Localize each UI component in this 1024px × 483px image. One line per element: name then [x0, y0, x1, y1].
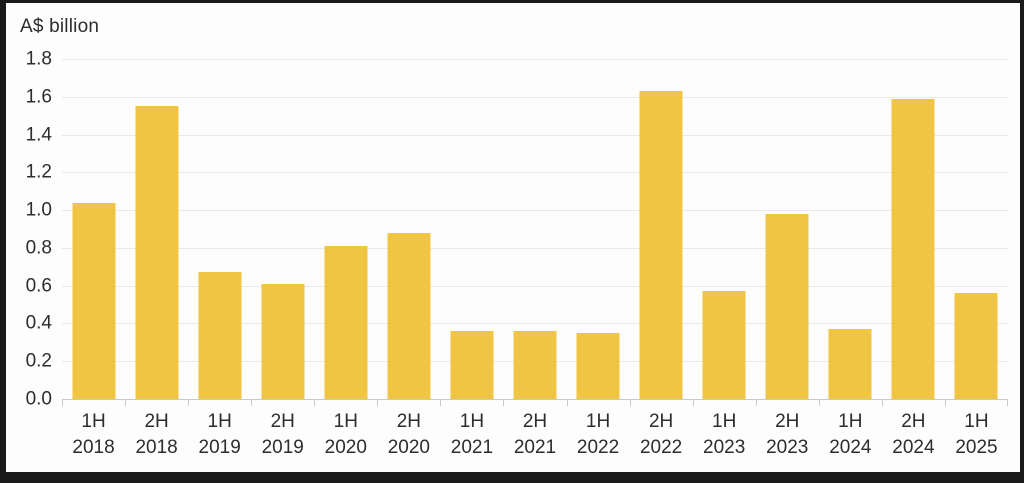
bar-slot	[314, 59, 377, 399]
bar-2h-2024	[891, 98, 935, 399]
x-tick-label-1h-2023: 1H 2023	[703, 411, 746, 458]
x-tick-label-1h-2020: 1H 2020	[324, 411, 367, 458]
bar-2h-2019	[261, 283, 305, 399]
x-axis-tick	[440, 400, 442, 406]
x-tick-label-1h-2025: 1H 2025	[955, 411, 998, 458]
bar-slot	[377, 59, 440, 399]
bar-slot	[188, 59, 251, 399]
bar-1h-2020	[324, 246, 368, 399]
x-tick-label-2h-2018: 2H 2018	[135, 411, 178, 458]
bar-slot	[62, 59, 125, 399]
bar-slot	[503, 59, 566, 399]
gridline-1.6	[62, 96, 1008, 98]
bar-slot	[251, 59, 314, 399]
x-tick-label-2h-2019: 2H 2019	[261, 411, 304, 458]
y-axis-labels: 0.0 0.2 0.4 0.6 0.8 1.0 1.2 1.4 1.6 1.8	[6, 50, 52, 409]
x-axis-tick	[503, 400, 505, 406]
gridline-1.2	[62, 172, 1008, 174]
bar-1h-2025	[954, 293, 998, 399]
x-axis-ticks	[62, 400, 1008, 406]
y-axis-unit-label: A$ billion	[20, 16, 100, 37]
gridline-1.0	[62, 210, 1008, 212]
bar-slot	[630, 59, 693, 399]
y-tick-label-1.4: 1.4	[25, 124, 52, 146]
bar-1h-2019	[198, 272, 242, 399]
gridline-0.8	[62, 247, 1008, 249]
y-tick-label-0.6: 0.6	[25, 275, 52, 297]
bar-slot	[567, 59, 630, 399]
y-tick-label-1.8: 1.8	[25, 48, 52, 70]
y-tick-label-0.0: 0.0	[25, 388, 52, 410]
x-tick-label-2h-2020: 2H 2020	[387, 411, 430, 458]
y-tick-label-0.2: 0.2	[25, 350, 52, 372]
y-tick-label-0.8: 0.8	[25, 237, 52, 259]
x-axis-tick	[125, 400, 127, 406]
chart-panel: A$ billion 0.0 0.2 0.4 0.6 0.8 1.0 1.2 1.4 1.6 1.…	[6, 3, 1020, 472]
bar-2h-2021	[513, 331, 557, 399]
x-axis-tick	[314, 400, 316, 406]
bar-slot	[693, 59, 756, 399]
x-tick-label-2h-2022: 2H 2022	[639, 411, 683, 458]
bar-slot	[756, 59, 819, 399]
bar-2h-2018	[135, 106, 179, 399]
x-axis-tick	[755, 400, 757, 406]
x-tick-label-1h-2019: 1H 2019	[198, 411, 241, 458]
x-axis-tick	[818, 400, 820, 406]
bar-1h-2018	[72, 202, 116, 399]
x-axis-tick	[62, 400, 63, 406]
gridline-1.4	[62, 134, 1008, 136]
x-axis-tick	[188, 400, 190, 406]
x-axis-tick	[944, 400, 946, 406]
bar-2h-2022	[639, 91, 683, 399]
x-tick-label-1h-2024: 1H 2024	[829, 411, 872, 458]
bar-1h-2021	[450, 331, 494, 399]
bar-2h-2020	[387, 232, 431, 399]
bar-slot	[882, 59, 945, 399]
y-tick-label-0.4: 0.4	[25, 312, 52, 334]
x-tick-label-2h-2023: 2H 2023	[766, 411, 809, 458]
plot-area	[62, 59, 1008, 400]
bar-slot	[125, 59, 188, 399]
bar-1h-2022	[576, 332, 620, 399]
y-tick-label-1.0: 1.0	[25, 199, 52, 221]
gridline-1.8	[62, 59, 1008, 60]
x-axis-tick	[251, 400, 253, 406]
bar-slot	[819, 59, 882, 399]
bar-2h-2023	[765, 213, 809, 399]
x-tick-label-2h-2024: 2H 2024	[892, 411, 935, 458]
x-tick-label-2h-2021: 2H 2021	[513, 411, 557, 458]
x-tick-label-1h-2018: 1H 2018	[72, 411, 115, 458]
x-tick-label-1h-2021: 1H 2021	[450, 411, 494, 458]
y-tick-label-1.2: 1.2	[25, 161, 52, 183]
x-axis-tick	[377, 400, 379, 406]
bar-1h-2023	[702, 291, 746, 399]
x-tick-label-1h-2022: 1H 2022	[576, 411, 620, 458]
x-axis-labels: 1H 2018 2H 2018 1H 2019 2H 2019 1H 2020 2H 2020 1H 20…	[62, 409, 1008, 465]
bar-slot	[945, 59, 1008, 399]
gridline-0.4	[62, 323, 1008, 325]
x-axis-tick	[1007, 400, 1008, 406]
x-axis-tick	[629, 400, 631, 406]
x-axis-tick	[566, 400, 568, 406]
y-tick-label-1.6: 1.6	[25, 86, 52, 108]
bar-1h-2024	[828, 329, 872, 399]
x-axis-tick	[881, 400, 883, 406]
bar-slot	[440, 59, 503, 399]
x-axis-tick	[692, 400, 694, 406]
gridline-0.6	[62, 285, 1008, 287]
